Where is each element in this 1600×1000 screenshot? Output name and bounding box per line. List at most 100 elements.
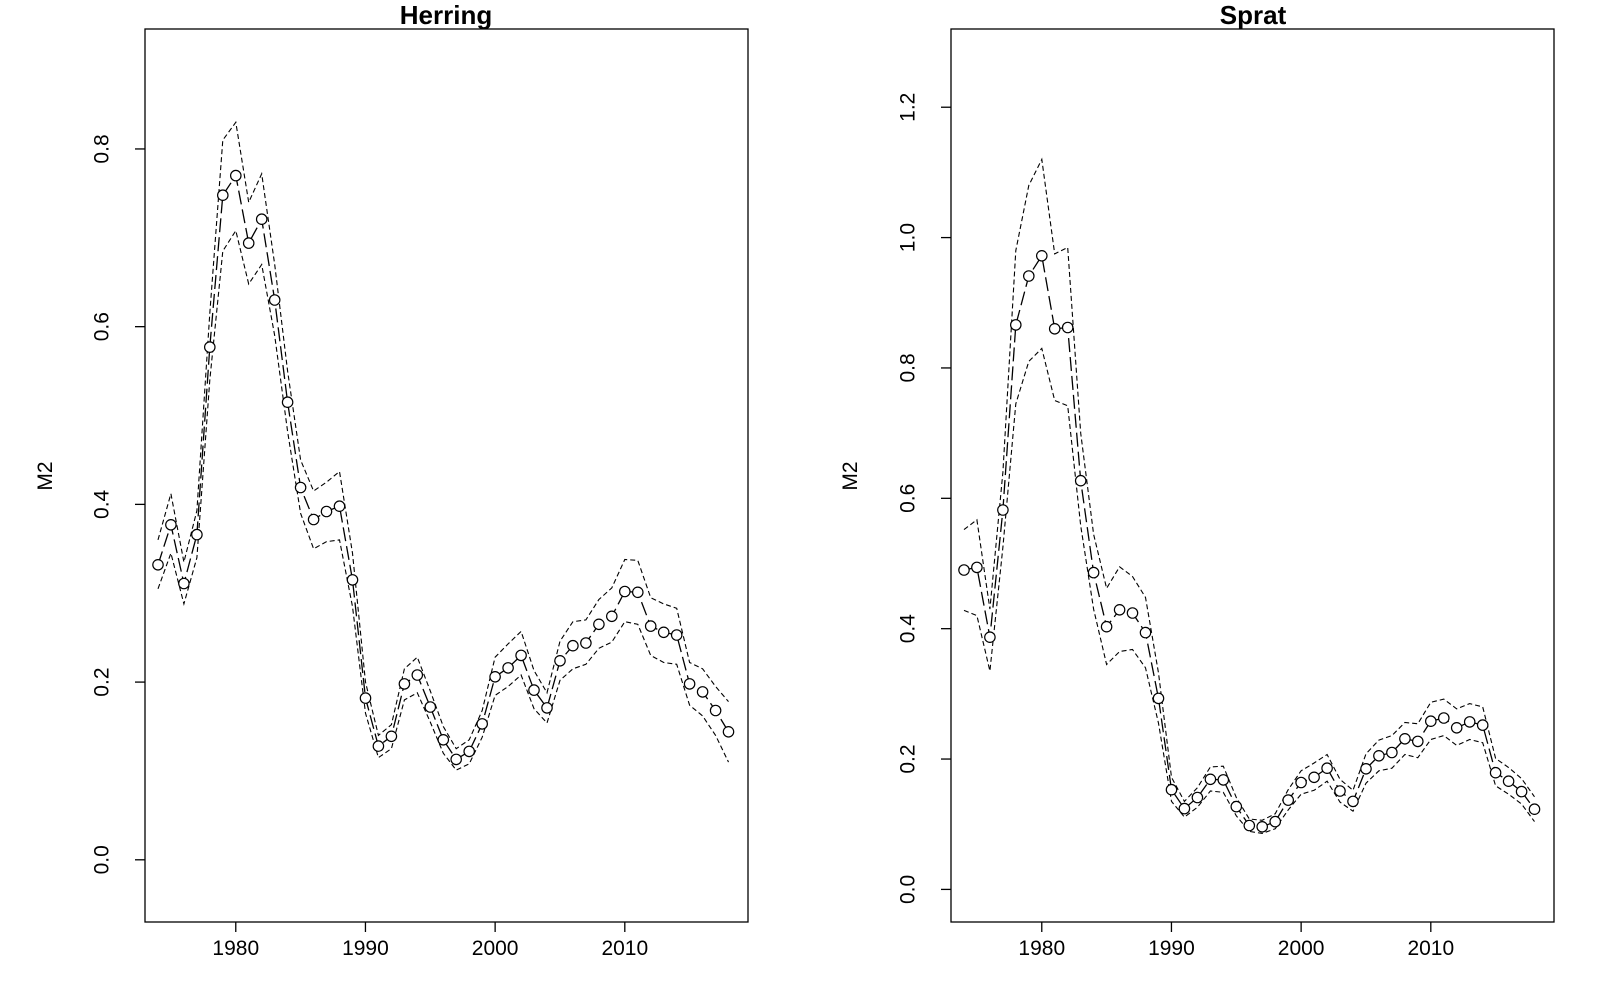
herring-data-point [294,481,307,494]
herring-data-point [424,701,437,713]
herring-y-axis: 0.0 0.2 0.4 0.6 0.8 [91,134,145,874]
sprat-x-tick-label: 1990 [1148,937,1195,960]
sprat-data-point [1269,815,1281,828]
sprat-data-point [1178,802,1191,815]
sprat-y-tick-label: 1.2 [897,93,920,122]
herring-data-point [631,586,644,599]
herring-estimate-line [157,173,730,761]
sprat-data-point [1165,783,1178,796]
sprat-data-point [1243,819,1256,832]
herring-y-axis-label: M2 [34,461,57,490]
herring-data-point [152,558,164,571]
sprat-y-tick-label: 0.8 [897,353,920,382]
herring-data-point [528,684,540,696]
sprat-data-point [1425,715,1437,727]
herring-data-point [657,626,670,639]
herring-x-tick-label: 2000 [472,937,519,960]
sprat-y-tick-label: 0.6 [897,484,920,513]
herring-data-point [320,505,333,518]
herring-panel: Herring M2 1980 1990 2000 2010 0.0 0.2 0… [34,0,749,960]
sprat-data-point [1295,776,1307,789]
sprat-data-point [1360,762,1372,775]
sprat-data-point [1113,603,1126,616]
sprat-y-axis: 0.0 0.2 0.4 0.6 0.8 1.0 1.2 [897,93,951,904]
herring-title: Herring [400,0,492,30]
herring-data-point [178,577,190,590]
herring-data-point [385,730,398,743]
herring-data-point [683,678,696,690]
sprat-data-point [1347,795,1359,808]
sprat-data-point [1412,735,1424,748]
herring-x-tick-label: 1980 [212,937,259,960]
sprat-data-point [971,561,983,574]
sprat-data-point [1191,791,1204,804]
herring-data-point [346,574,359,586]
herring-data-point [204,341,216,353]
sprat-data-point [1489,766,1502,779]
sprat-data-point [1450,721,1463,734]
herring-data-point [268,294,281,306]
sprat-y-tick-label: 0.0 [897,875,920,904]
herring-data-point [709,704,722,717]
sprat-data-point [1217,774,1230,786]
herring-data-point [411,669,424,681]
sprat-data-point [1152,692,1165,705]
sprat-x-tick-label: 1980 [1018,937,1065,960]
sprat-y-tick-label: 0.4 [897,614,920,644]
herring-data-point [463,745,475,758]
sprat-data-point [1528,803,1541,815]
herring-data-point [437,733,450,746]
sprat-data-point [1282,794,1294,806]
sprat-data-point [958,564,970,576]
sprat-data-point [1087,566,1100,579]
herring-y-tick-label: 0.0 [91,845,114,874]
herring-x-tick-label: 1990 [342,937,389,960]
sprat-data-point [1463,716,1476,728]
herring-data-point [242,237,255,249]
sprat-data-point [1023,270,1035,282]
sprat-y-axis-label: M2 [839,461,862,490]
sprat-data-point [1036,250,1048,262]
herring-data-point [165,518,177,531]
sprat-data-point [1476,719,1489,731]
sprat-data-point [1438,712,1450,724]
herring-data-point [230,169,242,182]
sprat-data-point [1256,820,1268,833]
sprat-y-tick-label: 0.2 [897,744,920,773]
herring-y-tick-label: 0.4 [91,489,114,519]
herring-data-point [605,610,618,623]
sprat-data-point [1321,762,1333,774]
sprat-series-group [958,157,1541,834]
herring-data-point [359,692,372,704]
sprat-data-point [1373,749,1385,762]
sprat-data-point [1048,322,1061,335]
sprat-lower-ci-line [963,347,1535,834]
herring-data-point [515,649,527,662]
herring-data-point [450,753,462,766]
herring-lower-ci-line [157,229,729,771]
herring-data-point [307,513,320,526]
herring-x-tick-label: 2010 [601,937,648,960]
herring-data-point [580,637,592,649]
herring-data-point [333,500,346,512]
sprat-data-point [1230,800,1243,813]
sprat-estimate-line [963,254,1536,828]
sprat-panel: Sprat M2 1980 1990 2000 2010 0.0 0.2 0.4… [839,0,1555,960]
herring-data-point [489,670,501,683]
sprat-data-point [1399,732,1411,745]
herring-data-point [554,654,566,667]
herring-data-point [281,396,294,408]
sprat-data-point [997,504,1009,516]
herring-data-point [372,740,385,752]
herring-data-point [670,629,683,641]
sprat-title: Sprat [1220,0,1287,30]
sprat-data-point [1308,771,1320,784]
herring-data-point [476,718,488,730]
herring-data-point [644,620,657,632]
sprat-data-point [1386,746,1398,759]
herring-plot-frame [144,28,749,923]
herring-y-tick-label: 0.2 [91,667,114,696]
herring-x-axis: 1980 1990 2000 2010 [212,922,648,960]
sprat-data-point [1061,321,1074,334]
